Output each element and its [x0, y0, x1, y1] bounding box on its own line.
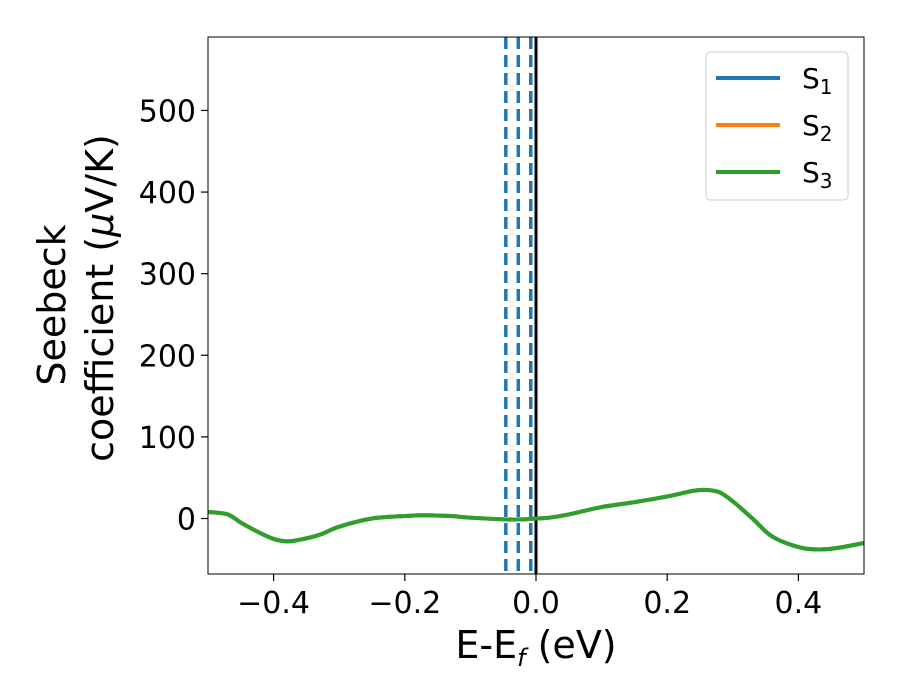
y-axis-title-line2: coefficient (μV/K) — [78, 134, 122, 462]
y-tick-label: 500 — [139, 94, 196, 129]
legend-label-s3: S3 — [802, 156, 833, 193]
y-tick-label: 400 — [139, 176, 196, 211]
y-tick-label: 100 — [139, 421, 196, 456]
x-ticks: −0.4 −0.2 0.0 0.2 0.4 — [237, 574, 822, 621]
series-lines — [208, 487, 864, 552]
legend-label-s1: S1 — [802, 62, 833, 99]
vertical-lines — [504, 37, 538, 574]
y-ticks: 0 100 200 300 400 500 — [139, 94, 208, 538]
y-axis-title-line1: Seebeck — [30, 224, 74, 385]
x-tick-label: 0.0 — [512, 586, 560, 621]
y-tick-label: 200 — [139, 339, 196, 374]
y-axis-title: Seebeck coefficient (μV/K) — [30, 134, 122, 462]
x-tick-label: 0.2 — [643, 586, 691, 621]
y-tick-label: 300 — [139, 258, 196, 293]
series-line-s3 — [208, 487, 864, 552]
legend: S1 S2 S3 — [705, 51, 849, 201]
x-tick-label: −0.2 — [368, 586, 441, 621]
x-tick-label: −0.4 — [237, 586, 310, 621]
legend-label-s2: S2 — [802, 109, 833, 146]
y-tick-label: 0 — [177, 503, 196, 538]
x-tick-label: 0.4 — [775, 586, 823, 621]
x-axis-title: E-Ef (eV) — [455, 623, 616, 672]
